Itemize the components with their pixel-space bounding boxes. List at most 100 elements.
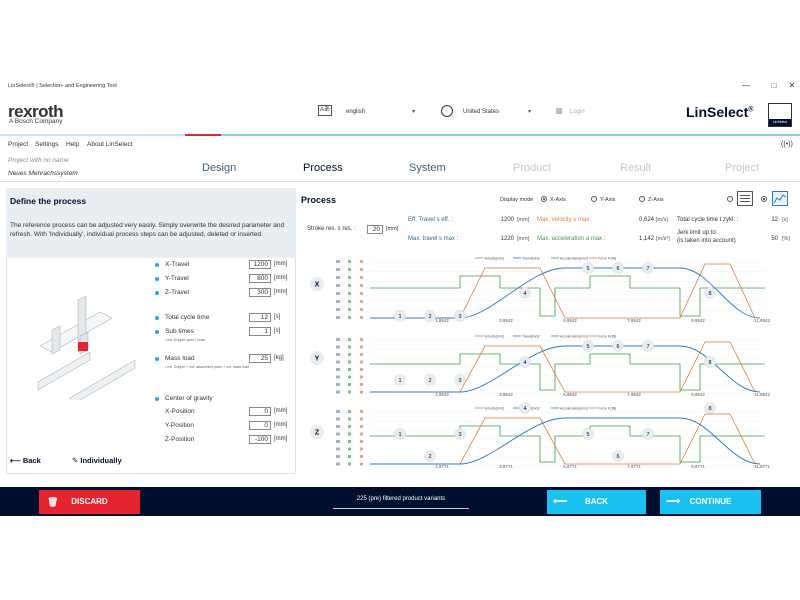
legend-entry: Force Fy[N] xyxy=(598,335,616,339)
link-icon xyxy=(336,440,340,443)
step-marker-label: 8 xyxy=(708,360,711,366)
back-button[interactable]: ⟵ BACK xyxy=(547,490,646,514)
step-icon xyxy=(360,383,363,386)
y-travel-input[interactable]: 800 xyxy=(249,274,271,283)
step-design[interactable]: Design xyxy=(202,162,237,174)
step-marker xyxy=(704,287,716,299)
chevron-down-icon[interactable]: ▾ xyxy=(412,109,416,115)
travel-series xyxy=(370,417,761,465)
step-marker xyxy=(394,374,406,386)
step-icon xyxy=(360,338,363,341)
step-icon xyxy=(348,292,351,295)
step-marker-label: 5 xyxy=(586,266,589,272)
cycle-time-input[interactable]: 12 xyxy=(249,313,271,322)
steps-divider xyxy=(0,181,800,182)
continue-button[interactable]: ⟶ CONTINUE xyxy=(660,490,761,514)
max-accel-label: Max. acceleration a max : xyxy=(537,236,606,242)
step-icon xyxy=(360,425,363,428)
stripe-segment xyxy=(221,134,800,136)
y-position-unit: [mm] xyxy=(274,422,288,428)
step-marker-label: 4 xyxy=(523,291,526,297)
link-icon xyxy=(336,375,340,379)
table-view-icon[interactable] xyxy=(737,191,753,206)
individually-link[interactable]: ✎ Individually xyxy=(72,456,122,465)
travel-series xyxy=(370,267,761,319)
axis-badge-label: X xyxy=(315,282,320,289)
minimize-button[interactable]: — xyxy=(742,81,750,90)
step-icon xyxy=(348,308,351,311)
broadcast-icon[interactable]: ((•)) xyxy=(781,141,793,148)
info-icon[interactable] xyxy=(155,277,159,281)
gantry-illustration xyxy=(37,295,136,400)
x-tick-label: 1,9771 xyxy=(435,464,449,469)
brand-registered: ® xyxy=(748,106,754,114)
project-name[interactable]: Project with no name xyxy=(8,157,69,164)
step-icon xyxy=(360,417,363,421)
step-icon xyxy=(360,360,363,364)
arrow-left-icon: ⟵ xyxy=(10,456,23,465)
max-velocity-value: 0,624 xyxy=(638,217,654,223)
eff-travel-label: Eff. Travel s eff. : xyxy=(408,217,453,223)
project-subtitle: Neues Mehrachssystem xyxy=(8,170,78,177)
travel-series xyxy=(370,345,761,393)
x-tick-label: 5,9542 xyxy=(563,318,577,323)
menu-about[interactable]: About LinSelect xyxy=(87,141,133,148)
axis-badge xyxy=(310,351,324,365)
mass-load-input[interactable]: 25 xyxy=(249,354,271,363)
z-travel-input[interactable]: 300 xyxy=(249,288,271,297)
radio-table-view[interactable] xyxy=(727,196,733,202)
info-icon[interactable] xyxy=(155,263,159,267)
chart-view-icon[interactable] xyxy=(772,191,788,206)
discard-button[interactable]: 🗑 DISCARD xyxy=(39,490,140,514)
step-icon xyxy=(348,268,351,271)
radio-x-axis[interactable] xyxy=(541,196,547,202)
step-marker xyxy=(612,450,624,462)
step-marker-label: 1 xyxy=(398,314,401,320)
sub-times-input[interactable]: 1 xyxy=(249,327,271,336)
radio-z-axis[interactable] xyxy=(639,196,645,202)
x-position-input[interactable]: 0 xyxy=(249,407,271,416)
cycle-time-total-label: Total cycle time t zykl. : xyxy=(677,217,739,223)
info-icon[interactable] xyxy=(155,316,159,320)
info-icon[interactable] xyxy=(155,397,159,401)
z-position-label: Z-Position xyxy=(165,436,195,443)
menu-settings[interactable]: Settings xyxy=(35,141,59,148)
process-charts[interactable]: X Velocity[m/s] Travel[mm] Acceleration[m/s… xyxy=(300,250,796,480)
step-process[interactable]: Process xyxy=(303,162,343,174)
radio-chart-view[interactable] xyxy=(761,196,767,202)
country-select[interactable]: United States xyxy=(463,109,500,115)
step-icon xyxy=(360,260,363,263)
info-icon[interactable] xyxy=(155,330,159,334)
close-button[interactable]: ✕ xyxy=(788,81,796,90)
info-icon[interactable] xyxy=(155,291,159,295)
step-icon xyxy=(348,425,351,428)
info-icon[interactable] xyxy=(155,357,159,361)
stripe-segment xyxy=(185,134,221,136)
step-marker xyxy=(394,428,406,440)
radio-y-axis[interactable] xyxy=(591,196,597,202)
step-marker xyxy=(454,374,466,386)
chevron-down-icon[interactable]: ▾ xyxy=(528,109,532,115)
menu-project[interactable]: Project xyxy=(8,141,29,148)
sub-times-unit: [s] xyxy=(274,328,281,334)
menu-help[interactable]: Help xyxy=(66,141,80,148)
back-link[interactable]: ⟵ Back xyxy=(10,456,41,465)
step-system[interactable]: System xyxy=(409,162,446,174)
step-icon xyxy=(348,462,351,466)
link-icon xyxy=(336,462,340,466)
step-marker-label: 5 xyxy=(586,344,589,350)
maximize-button[interactable]: □ xyxy=(771,81,777,90)
acceleration-series xyxy=(370,425,765,463)
stroke-res-input[interactable]: 20 xyxy=(367,225,383,234)
language-select[interactable]: english xyxy=(346,109,366,115)
step-icon xyxy=(360,368,363,371)
linselect-box-logo: LinSelect xyxy=(768,103,792,127)
x-travel-input[interactable]: 1200 xyxy=(249,260,271,269)
step-icon xyxy=(360,353,363,356)
mass-load-label: Mass load xyxy=(165,355,195,362)
z-position-input[interactable]: -100 xyxy=(249,435,271,444)
variants-count[interactable]: 225 (pre) filtered product variants xyxy=(333,494,469,509)
y-position-input[interactable]: 0 xyxy=(249,421,271,430)
step-icon xyxy=(348,300,351,303)
login-link[interactable]: Login xyxy=(570,109,585,115)
